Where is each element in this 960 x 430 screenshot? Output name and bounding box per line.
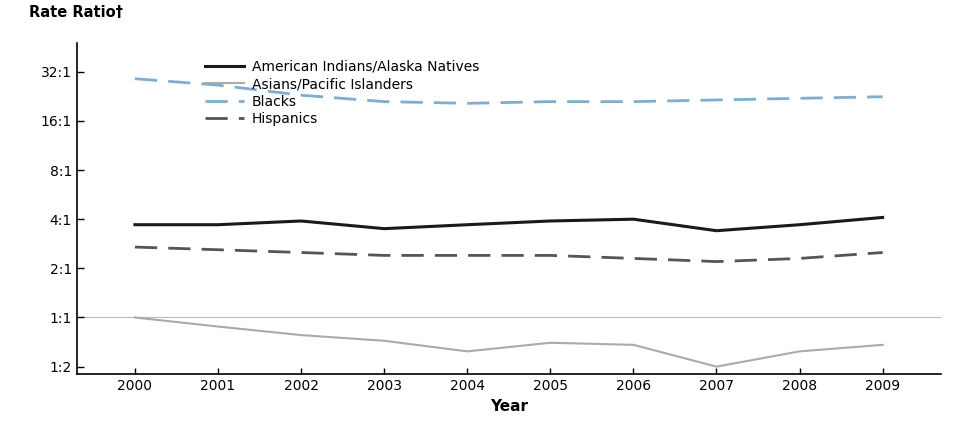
X-axis label: Year: Year [490, 399, 528, 414]
Text: Rate Ratio†: Rate Ratio† [29, 5, 123, 20]
Legend: American Indians/Alaska Natives, Asians/Pacific Islanders, Blacks, Hispanics: American Indians/Alaska Natives, Asians/… [204, 60, 479, 126]
